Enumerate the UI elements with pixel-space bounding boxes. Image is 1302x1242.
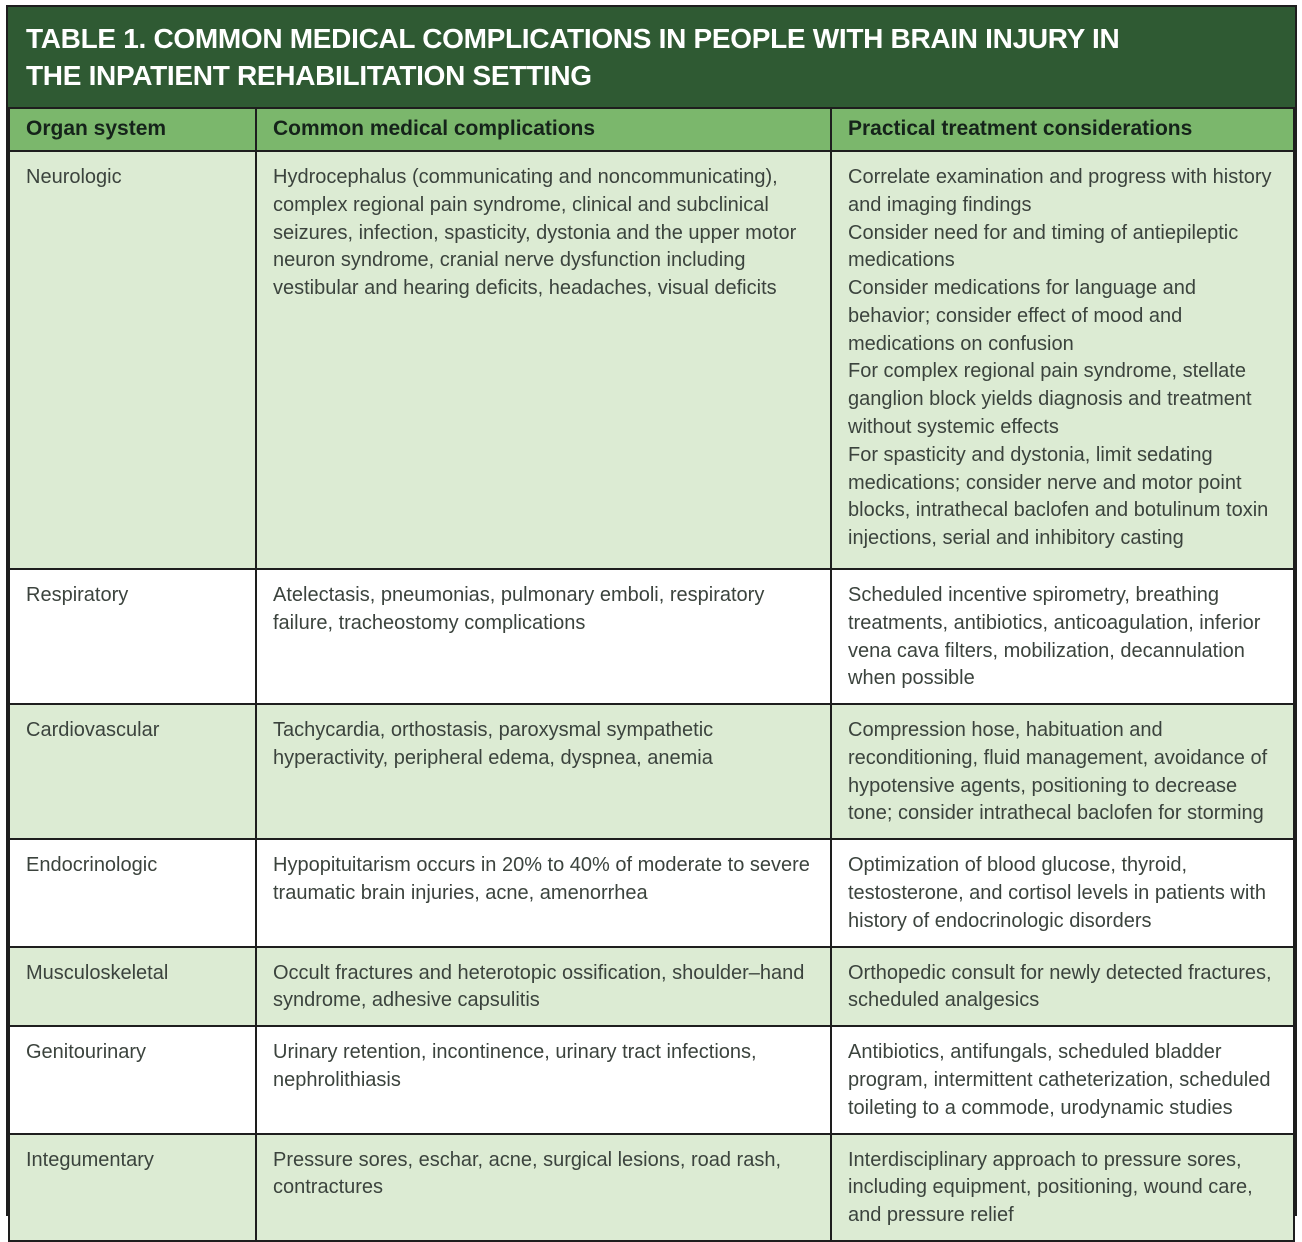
treatments-cell: Orthopedic consult for newly detected fr… <box>830 945 1295 1028</box>
table-title-line1: TABLE 1. COMMON MEDICAL COMPLICATIONS IN… <box>26 23 1120 54</box>
treatment-item: Scheduled incentive spirometry, breathin… <box>848 583 1261 690</box>
treatment-item: Optimization of blood glucose, thyroid, … <box>848 854 1266 932</box>
complications-table: Organ system Common medical complication… <box>8 106 1295 1242</box>
complications-cell: Hydrocephalus (communicating and noncomm… <box>255 149 832 570</box>
treatment-item: Consider need for and timing of antiepil… <box>848 221 1239 272</box>
organ-system-cell: Genitourinary <box>8 1025 257 1135</box>
table-title-bar: TABLE 1. COMMON MEDICAL COMPLICATIONS IN… <box>8 7 1295 107</box>
complications-cell: Urinary retention, incontinence, urinary… <box>255 1025 832 1135</box>
organ-system-cell: Neurologic <box>8 149 257 570</box>
treatment-item: For complex regional pain syndrome, stel… <box>848 360 1252 439</box>
organ-system-cell: Cardiovascular <box>8 703 257 841</box>
treatment-item: Consider medications for language and be… <box>848 277 1196 355</box>
treatment-item: Correlate examination and progress with … <box>848 165 1272 216</box>
organ-system-cell: Endocrinologic <box>8 838 257 948</box>
complications-cell: Occult fractures and heterotopic ossific… <box>255 945 832 1028</box>
table-body: Neurologic Hydrocephalus (communicating a… <box>8 149 1295 1242</box>
table-row: Integumentary Pressure sores, eschar, acn… <box>8 1132 1295 1242</box>
table-row: Endocrinologic Hypopituitarism occurs in … <box>8 838 1295 948</box>
treatment-item: Antibiotics, antifungals, scheduled blad… <box>848 1041 1271 1119</box>
organ-system-cell: Integumentary <box>8 1132 257 1242</box>
organ-system-cell: Musculoskeletal <box>8 945 257 1028</box>
treatments-cell: Interdisciplinary approach to pressure s… <box>830 1132 1295 1242</box>
treatments-cell: Compression hose, habituation and recond… <box>830 703 1295 841</box>
treatment-item: Compression hose, habituation and recond… <box>848 719 1268 825</box>
treatments-cell: Optimization of blood glucose, thyroid, … <box>830 838 1295 948</box>
treatments-cell: Scheduled incentive spirometry, breathin… <box>830 567 1295 706</box>
organ-system-cell: Respiratory <box>8 567 257 706</box>
col-header-organ-system: Organ system <box>8 106 257 152</box>
table-row: Respiratory Atelectasis, pneumonias, pulm… <box>8 567 1295 706</box>
complications-cell: Hypopituitarism occurs in 20% to 40% of … <box>255 838 832 948</box>
treatments-cell: Correlate examination and progress with … <box>830 149 1295 570</box>
treatment-item: Interdisciplinary approach to pressure s… <box>848 1148 1253 1227</box>
complications-cell: Atelectasis, pneumonias, pulmonary embol… <box>255 567 832 706</box>
treatment-item: For spasticity and dystonia, limit sedat… <box>848 443 1269 550</box>
table-row: Musculoskeletal Occult fractures and hete… <box>8 945 1295 1028</box>
table-title-line2: THE INPATIENT REHABILITATION SETTING <box>26 59 592 91</box>
table-row: Neurologic Hydrocephalus (communicating a… <box>8 149 1295 570</box>
complications-cell: Pressure sores, eschar, acne, surgical l… <box>255 1132 832 1242</box>
complications-cell: Tachycardia, orthostasis, paroxysmal sym… <box>255 703 832 841</box>
table-frame: TABLE 1. COMMON MEDICAL COMPLICATIONS IN… <box>6 5 1297 1242</box>
column-header-row: Organ system Common medical complication… <box>8 106 1295 152</box>
col-header-complications: Common medical complications <box>255 106 832 152</box>
treatment-item: Orthopedic consult for newly detected fr… <box>848 961 1272 1012</box>
treatments-cell: Antibiotics, antifungals, scheduled blad… <box>830 1025 1295 1135</box>
col-header-treatments: Practical treatment considerations <box>830 106 1295 152</box>
table-row: Cardiovascular Tachycardia, orthostasis, … <box>8 703 1295 841</box>
table-row: Genitourinary Urinary retention, incontin… <box>8 1025 1295 1135</box>
